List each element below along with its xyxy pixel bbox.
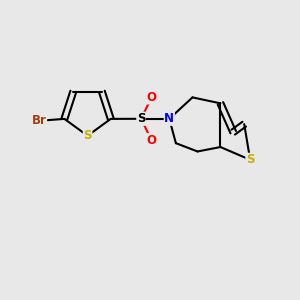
Text: Br: Br bbox=[32, 114, 46, 127]
Text: O: O bbox=[146, 91, 157, 104]
Text: S: S bbox=[246, 153, 254, 166]
Text: N: N bbox=[164, 112, 174, 125]
Text: O: O bbox=[146, 134, 157, 147]
Text: S: S bbox=[83, 129, 92, 142]
Text: S: S bbox=[137, 112, 145, 125]
